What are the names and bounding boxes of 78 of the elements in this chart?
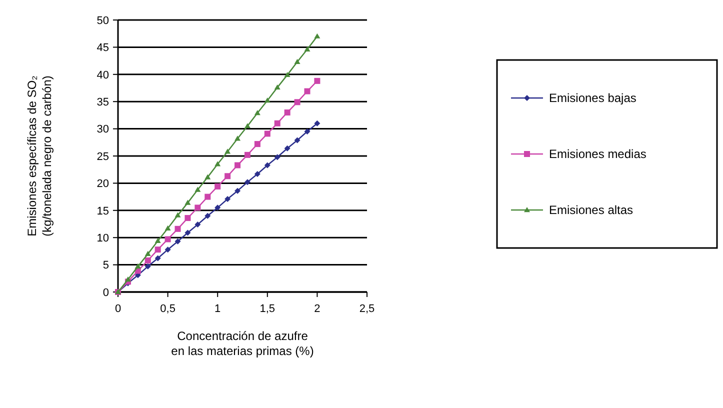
y-tick-label: 25 (96, 150, 109, 163)
point (214, 183, 221, 190)
y-tick-label: 0 (102, 286, 109, 299)
point (204, 174, 211, 180)
x-tick-label: 0 (114, 303, 122, 315)
y-tick-label: 20 (96, 178, 109, 190)
point (224, 196, 231, 202)
point (144, 250, 151, 256)
point (154, 246, 161, 253)
point (314, 33, 320, 38)
y-axis-title: Emisiones específicas de SO₂ (kg/tonelada negro de carbón) (25, 75, 54, 236)
point (304, 46, 310, 52)
point (174, 212, 181, 218)
y-tick-label: 15 (96, 205, 109, 218)
legend-label: Emisiones altas (549, 203, 634, 218)
point (244, 123, 250, 128)
point (234, 162, 241, 168)
x-tick-label: 2,5 (359, 303, 375, 315)
point (304, 88, 310, 94)
point (184, 200, 191, 205)
legend-label: Emisiones bajas (549, 91, 636, 106)
point (294, 58, 300, 64)
y-tick-label: 40 (96, 69, 109, 82)
x-tick-label: 1,5 (260, 303, 276, 315)
point (204, 194, 211, 200)
point (284, 72, 290, 78)
point (184, 230, 191, 236)
point (204, 212, 211, 219)
y-tick-label: 10 (96, 232, 109, 244)
x-tick-label: 2 (314, 303, 320, 315)
point (214, 161, 221, 166)
point (154, 255, 161, 262)
y-tick-label: 5 (102, 260, 109, 272)
point (274, 84, 280, 90)
point (264, 130, 270, 137)
point (294, 99, 300, 106)
y-tick-label: 45 (96, 42, 109, 54)
point (244, 152, 250, 158)
point (194, 204, 201, 211)
point (124, 276, 131, 282)
point (254, 110, 260, 116)
x-tick-label: 0,5 (160, 303, 176, 315)
point (234, 136, 241, 141)
point (234, 188, 241, 194)
point (264, 162, 270, 168)
y-tick-label: 35 (96, 96, 109, 108)
point (304, 128, 310, 135)
point (314, 78, 320, 84)
point (194, 222, 201, 228)
point (224, 173, 231, 180)
x-axis-title: Concentración de azufre en las materias primas (%) (171, 329, 314, 358)
point (154, 238, 161, 243)
point (134, 263, 141, 269)
point (174, 238, 181, 244)
point (244, 179, 250, 186)
point (314, 120, 320, 126)
point (264, 98, 270, 103)
point (164, 236, 171, 242)
point (194, 186, 201, 192)
point (144, 263, 151, 270)
point (284, 109, 290, 116)
point (164, 246, 171, 253)
point (164, 225, 171, 230)
point (174, 226, 181, 232)
point (284, 145, 290, 152)
legend-label: Emisiones medias (549, 147, 646, 162)
y-tick-label: 50 (96, 14, 109, 27)
point (254, 170, 260, 177)
point (144, 257, 151, 264)
point (254, 141, 260, 148)
point (274, 154, 280, 160)
point (184, 215, 191, 222)
point (294, 137, 300, 144)
y-tick-label: 30 (96, 124, 109, 136)
point (224, 148, 231, 154)
x-tick-label: 1 (214, 303, 221, 315)
point (274, 120, 280, 126)
point (214, 204, 221, 211)
